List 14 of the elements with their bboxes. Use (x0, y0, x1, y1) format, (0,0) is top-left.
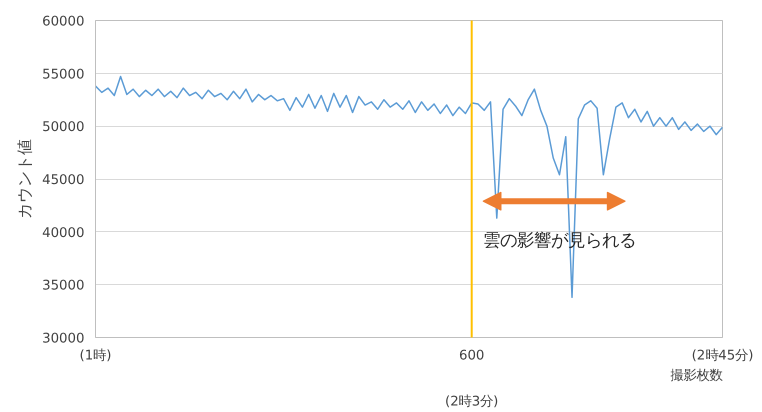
x-axis-title: 撮影枚数 (670, 368, 722, 384)
y-tick-label: 40000 (42, 226, 85, 241)
y-tick-label: 55000 (42, 67, 85, 82)
text: (2時3分) (445, 394, 498, 410)
y-axis-title: カウント値 (15, 139, 34, 219)
y-tick-label: 45000 (42, 173, 85, 188)
x-tick-label: (2時45分) (692, 348, 754, 364)
y-tick-label: 50000 (42, 120, 85, 136)
y-tick-label: 60000 (42, 14, 85, 30)
line-series (96, 76, 722, 298)
x-tick-label: (1時) (80, 348, 112, 364)
x-tick-label: 600 (458, 348, 484, 364)
y-tick-label: 35000 (42, 278, 85, 294)
y-tick-label: 30000 (42, 332, 85, 346)
